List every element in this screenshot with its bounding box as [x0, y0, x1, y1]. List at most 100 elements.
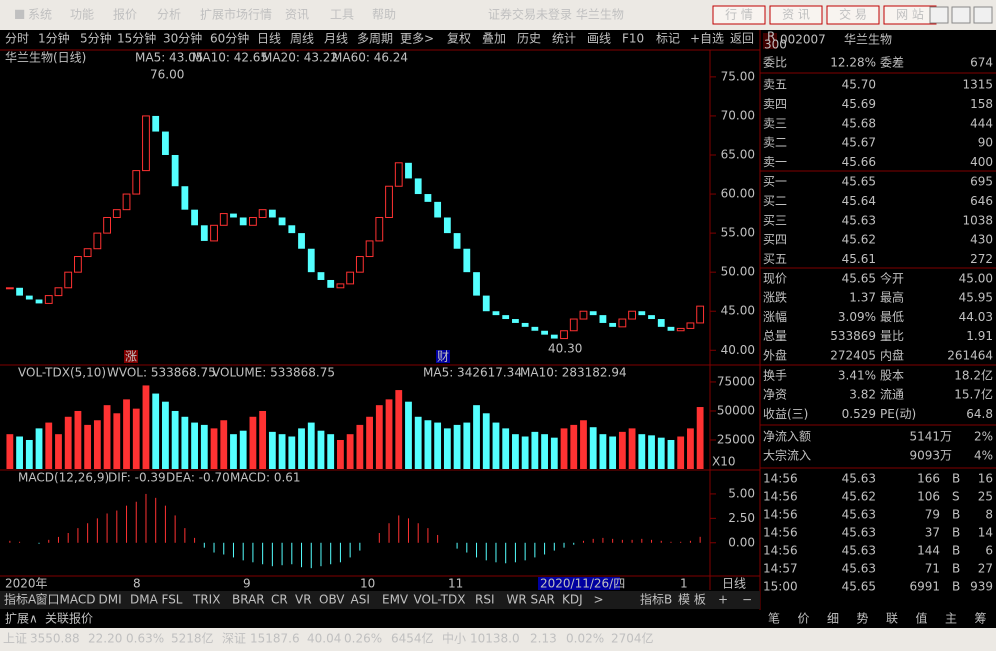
menu-item[interactable]: 工具: [330, 8, 354, 22]
period-tab[interactable]: 日线: [257, 32, 281, 46]
volume-bar: [638, 434, 646, 469]
indicator-tab[interactable]: TRIX: [192, 593, 220, 607]
menu-item[interactable]: 帮助: [372, 8, 396, 22]
candle: [676, 327, 685, 332]
status-tab[interactable]: 关联报价: [45, 611, 93, 626]
indicator-tab[interactable]: KDJ: [562, 593, 583, 607]
quote-tab[interactable]: 细: [827, 612, 839, 626]
period-tab[interactable]: 月线: [324, 32, 348, 46]
tool-button[interactable]: 统计: [552, 32, 576, 46]
top-button-label[interactable]: 网 站: [896, 8, 924, 22]
indicator-tab[interactable]: 窗口: [36, 593, 60, 607]
period-tab[interactable]: 1分钟: [38, 31, 70, 46]
candle: [365, 240, 374, 258]
trade-price: 45.63: [842, 472, 876, 486]
indicator-tab[interactable]: MACD: [60, 593, 96, 607]
trade-price: 45.63: [842, 562, 876, 576]
menu-item[interactable]: 报价: [113, 7, 137, 22]
index-field: 0.26%: [344, 632, 382, 646]
period-tab[interactable]: 更多>: [400, 32, 434, 46]
indicator-tab[interactable]: FSL: [162, 593, 183, 607]
indicator-tab[interactable]: EMV: [382, 593, 409, 607]
period-tab[interactable]: 30分钟: [163, 31, 202, 46]
indicator-label: DIF: -0.39: [108, 471, 166, 485]
indicator-tab[interactable]: WR: [507, 593, 527, 607]
indicator-tab[interactable]: 模 板: [678, 593, 706, 607]
period-tab[interactable]: 60分钟: [210, 31, 249, 46]
period-tab[interactable]: 分时: [5, 32, 29, 46]
tool-button[interactable]: +自选: [690, 32, 724, 46]
indicator-tab[interactable]: −: [742, 593, 752, 607]
period-tab[interactable]: 15分钟: [117, 31, 156, 46]
indicator-tab[interactable]: 指标B: [640, 592, 672, 607]
tool-button[interactable]: 叠加: [482, 32, 506, 46]
quote-tab[interactable]: 值: [916, 611, 928, 626]
indicator-tab[interactable]: +: [718, 593, 728, 607]
period-tab[interactable]: 5分钟: [80, 31, 112, 46]
volume-bar: [210, 428, 218, 469]
quote-tab[interactable]: 势: [857, 612, 869, 626]
volume-bar: [531, 431, 539, 469]
quote-tab[interactable]: 笔: [768, 611, 780, 626]
menu-item[interactable]: 分析: [157, 8, 181, 22]
indicator-tabs: [0, 591, 760, 609]
indicator-tab[interactable]: >: [594, 593, 604, 607]
indicator-tab[interactable]: VR: [295, 593, 312, 607]
quote-tab[interactable]: 主: [945, 612, 957, 626]
flow-pct: 2%: [974, 430, 993, 444]
top-button[interactable]: [769, 5, 823, 25]
field-value: 44.03: [959, 310, 993, 324]
field-value: 3.41%: [838, 369, 876, 383]
quote-tab[interactable]: 筹: [975, 612, 987, 626]
volume-bar: [570, 424, 578, 469]
indicator-tab[interactable]: DMI: [99, 593, 122, 607]
menu-item[interactable]: 资讯: [285, 8, 309, 22]
tool-button[interactable]: 标记: [656, 32, 680, 46]
indicator-tab[interactable]: DMA: [130, 593, 159, 607]
quote-tab[interactable]: 价: [798, 612, 810, 626]
period-tab[interactable]: 多周期: [357, 32, 393, 46]
top-button[interactable]: [712, 5, 766, 25]
volume-bar: [93, 420, 101, 469]
trade-price: 45.62: [842, 490, 876, 504]
candle: [122, 193, 131, 211]
book-volume: 695: [970, 175, 993, 189]
indicator-tab[interactable]: OBV: [319, 593, 345, 607]
candle: [327, 279, 335, 288]
tool-button[interactable]: F10: [622, 32, 644, 46]
indicator-tab[interactable]: 指标A: [4, 592, 37, 607]
menu-item[interactable]: 系统: [28, 8, 52, 22]
candle: [200, 225, 208, 241]
trade-volume: 6991: [909, 580, 940, 594]
index-field: 中小: [442, 631, 466, 646]
tool-button[interactable]: 复权: [447, 32, 471, 46]
tool-button[interactable]: 画线: [587, 32, 611, 46]
field-value: 1.37: [849, 291, 876, 305]
indicator-tab[interactable]: SAR: [531, 593, 555, 607]
period-tab[interactable]: 周线: [290, 32, 314, 46]
book-volume: 158: [970, 97, 993, 111]
top-button-label[interactable]: 行 情: [725, 8, 753, 22]
top-button-label[interactable]: 交 易: [839, 7, 867, 22]
tool-button[interactable]: 历史: [517, 32, 541, 46]
top-button[interactable]: [826, 5, 880, 25]
tool-button[interactable]: 返回: [730, 32, 754, 46]
status-tab[interactable]: 扩展∧: [5, 612, 38, 626]
volume-bar: [84, 424, 92, 469]
menu-item[interactable]: 功能: [70, 8, 94, 22]
window-button[interactable]: [951, 6, 971, 24]
volume-bar: [162, 401, 169, 469]
indicator-tab[interactable]: ASI: [351, 593, 370, 607]
indicator-tab[interactable]: VOL-TDX: [414, 593, 466, 607]
menu-item[interactable]: 扩展市场行情: [200, 7, 272, 22]
indicator-tab[interactable]: RSI: [475, 593, 495, 607]
marker: 财: [437, 350, 449, 364]
window-button[interactable]: [929, 6, 949, 24]
volume-bar: [385, 399, 393, 469]
indicator-tab[interactable]: BRAR: [232, 593, 265, 607]
quote-tab[interactable]: 联: [886, 612, 898, 626]
field-label: 净资: [763, 388, 787, 402]
indicator-tab[interactable]: CR: [271, 593, 288, 607]
top-button-label[interactable]: 资 讯: [782, 8, 810, 22]
window-button[interactable]: [973, 6, 993, 24]
